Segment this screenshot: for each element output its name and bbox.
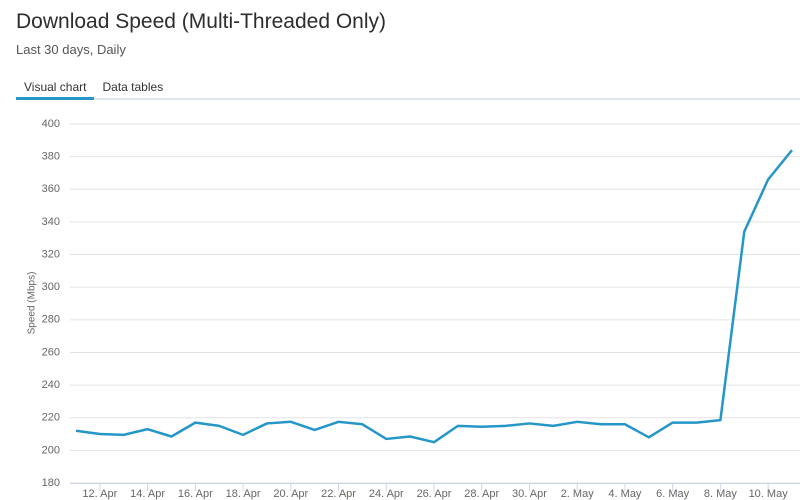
x-tick-label: 14. Apr xyxy=(130,488,165,500)
y-tick-label: 180 xyxy=(42,477,60,489)
tab-bar: Visual chart Data tables xyxy=(16,78,800,100)
x-tick-label: 16. Apr xyxy=(178,488,213,500)
x-tick-label: 2. May xyxy=(561,488,595,500)
tab[interactable]: Visual chart xyxy=(16,80,95,100)
x-tick-label: 30. Apr xyxy=(512,488,547,500)
y-tick-label: 380 xyxy=(42,151,60,163)
y-tick-label: 360 xyxy=(42,183,60,195)
y-tick-label: 200 xyxy=(42,444,60,456)
x-tick-label: 4. May xyxy=(608,488,642,500)
chart-title: Download Speed (Multi-Threaded Only) xyxy=(16,10,387,33)
data-line xyxy=(75,149,793,444)
x-tick-label: 24. Apr xyxy=(369,488,404,500)
x-tick-label: 22. Apr xyxy=(321,488,356,500)
x-tick-label: 8. May xyxy=(704,488,738,500)
x-tick-label: 28. Apr xyxy=(464,488,499,500)
x-tick-label: 10. May xyxy=(749,488,789,500)
y-tick-label: 260 xyxy=(42,346,60,358)
y-tick-label: 300 xyxy=(42,281,60,293)
y-tick-label: 340 xyxy=(42,216,60,228)
y-axis-label: Speed (Mbps) xyxy=(27,272,38,335)
y-tick-label: 400 xyxy=(42,118,60,130)
x-tick-label: 18. Apr xyxy=(226,488,261,500)
x-tick-label: 20. Apr xyxy=(273,488,308,500)
x-tick-label: 6. May xyxy=(656,488,690,500)
tab[interactable]: Data tables xyxy=(102,80,164,94)
chart-subtitle: Last 30 days, Daily xyxy=(16,42,126,57)
x-tick-label: 12. Apr xyxy=(82,488,117,500)
x-tick-label: 26. Apr xyxy=(417,488,452,500)
y-tick-label: 320 xyxy=(42,248,60,260)
y-tick-label: 220 xyxy=(42,412,60,424)
y-tick-label: 280 xyxy=(42,314,60,326)
y-tick-label: 240 xyxy=(42,379,60,391)
